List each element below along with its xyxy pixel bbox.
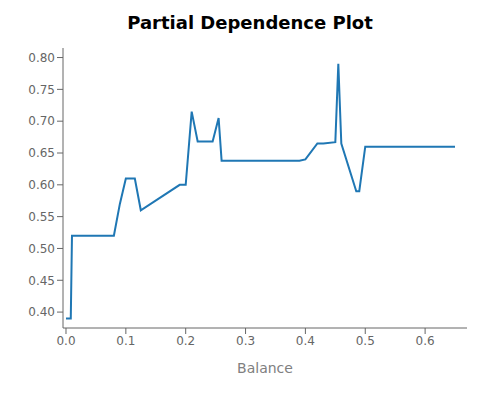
svg-text:0.1: 0.1: [116, 334, 135, 348]
svg-text:0.3: 0.3: [236, 334, 255, 348]
svg-text:0.5: 0.5: [356, 334, 375, 348]
svg-text:0.75: 0.75: [28, 83, 55, 97]
svg-text:0.40: 0.40: [28, 305, 55, 319]
svg-text:0.50: 0.50: [28, 242, 55, 256]
svg-text:0.60: 0.60: [28, 178, 55, 192]
svg-text:0.70: 0.70: [28, 114, 55, 128]
svg-text:Balance: Balance: [237, 360, 293, 376]
svg-text:0.0: 0.0: [56, 334, 75, 348]
svg-text:0.80: 0.80: [28, 51, 55, 65]
html-text:Partial Dependence Plot: Partial Dependence Plot: [127, 12, 373, 33]
svg-text:0.55: 0.55: [28, 210, 55, 224]
svg-text:0.6: 0.6: [416, 334, 435, 348]
svg-text:0.45: 0.45: [28, 274, 55, 288]
svg-text:0.4: 0.4: [296, 334, 315, 348]
svg-text:0.65: 0.65: [28, 146, 55, 160]
svg-text:0.2: 0.2: [176, 334, 195, 348]
